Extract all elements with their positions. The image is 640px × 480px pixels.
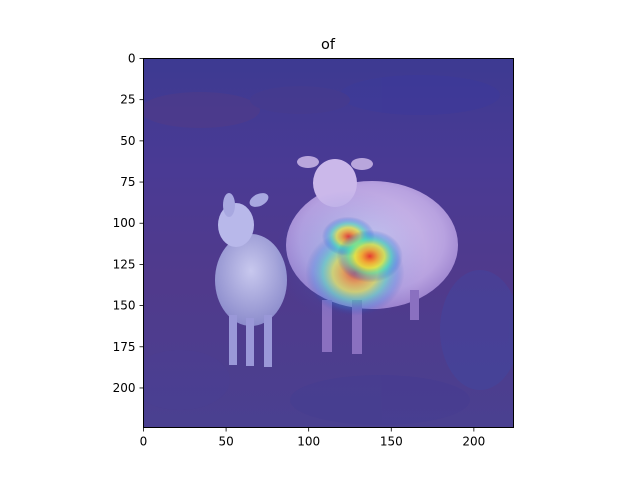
x-axis: 0 50 100 150 200	[140, 427, 485, 449]
x-tick-label: 100	[297, 435, 320, 449]
y-tick-label: 75	[120, 175, 135, 189]
y-tick-label: 50	[120, 134, 135, 148]
y-tick-label: 125	[113, 257, 136, 271]
attention-heatmap	[273, 190, 426, 323]
y-axis: 0 25 50 75 100 125 150 175 200	[113, 52, 144, 395]
plot-area	[143, 58, 514, 428]
y-tick-label: 150	[113, 299, 136, 313]
plot-frame	[143, 58, 514, 428]
x-tick-label: 0	[140, 435, 148, 449]
y-tick-label: 0	[128, 52, 136, 66]
x-tick-label: 50	[218, 435, 233, 449]
x-tick-label: 200	[462, 435, 485, 449]
y-tick-label: 100	[113, 216, 136, 230]
x-tick-label: 150	[380, 435, 403, 449]
chart-title: of	[321, 37, 336, 53]
field-texture	[143, 75, 514, 425]
lamb-illustration	[215, 193, 287, 367]
heatmap-blob	[336, 229, 403, 283]
y-tick-label: 25	[120, 93, 135, 107]
y-tick-label: 175	[113, 340, 136, 354]
y-tick-label: 200	[113, 381, 136, 395]
